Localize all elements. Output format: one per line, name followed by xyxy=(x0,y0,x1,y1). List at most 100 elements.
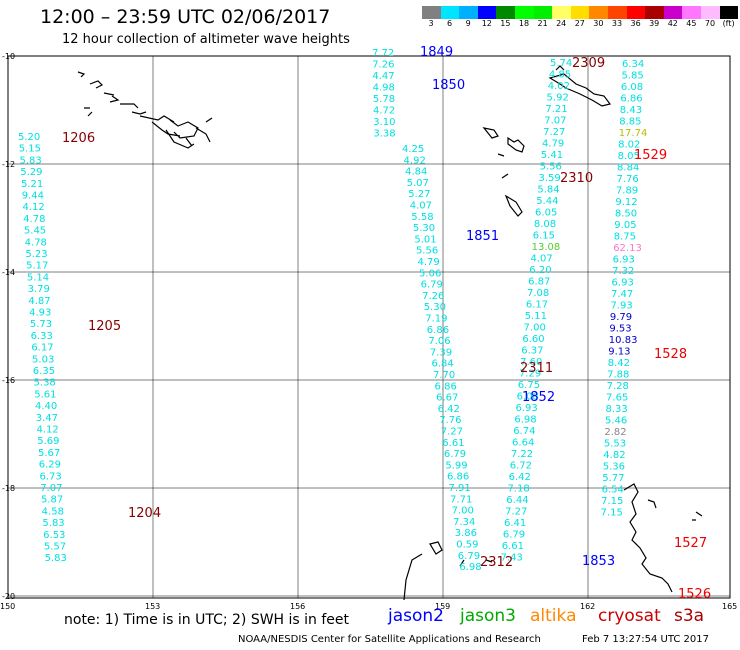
track-id-label: 1850 xyxy=(432,78,465,93)
wave-height-value: 6.86 xyxy=(427,325,449,336)
wave-height-value: 5.27 xyxy=(408,189,430,200)
wave-height-value: 3.86 xyxy=(455,528,477,539)
legend-altika: altika xyxy=(530,606,577,626)
wave-height-value: 8.02 xyxy=(618,140,640,151)
wave-height-value: 6.53 xyxy=(43,530,65,541)
scale-swatch xyxy=(682,6,701,19)
wave-height-value: 6.08 xyxy=(621,82,643,93)
wave-height-value: 6.73 xyxy=(39,471,61,482)
lon-tick-label: 150 xyxy=(0,602,15,611)
wave-height-value: 7.91 xyxy=(449,483,471,494)
wave-height-value: 5.01 xyxy=(414,234,436,245)
wave-height-value: 7.18 xyxy=(507,484,529,495)
wave-height-value: 7.70 xyxy=(433,370,455,381)
wave-height-value: 17.74 xyxy=(619,128,648,139)
wave-height-value: 7.65 xyxy=(606,393,628,404)
wave-height-value: 62.13 xyxy=(613,243,642,254)
wave-height-value: 7.60 xyxy=(520,357,542,368)
wave-height-value: 8.05 xyxy=(618,151,640,162)
wave-height-value: 5.38 xyxy=(34,378,56,389)
wave-height-value: 5.36 xyxy=(603,462,625,473)
wave-height-value: 5.58 xyxy=(411,212,433,223)
wave-height-value: 5.14 xyxy=(27,272,49,283)
lat-tick-label: -18 xyxy=(2,484,15,493)
wave-height-value: 6.93 xyxy=(612,278,634,289)
lon-tick-label: 159 xyxy=(435,602,450,611)
wave-height-value: 7.27 xyxy=(441,427,463,438)
wave-height-value: 7.88 xyxy=(607,370,629,381)
track-values: 5.205.155.835.295.219.444.124.785.454.78… xyxy=(18,48,647,573)
wave-height-value: 6.67 xyxy=(436,393,458,404)
wave-height-value: 6.79 xyxy=(503,530,525,541)
wave-height-value: 8.75 xyxy=(614,232,636,243)
wave-height-value: 5.77 xyxy=(602,473,624,484)
wave-height-value: 5.83 xyxy=(42,518,64,529)
wave-height-value: 4.78 xyxy=(25,237,47,248)
wave-height-value: 5.17 xyxy=(26,261,48,272)
scale-label: 33 xyxy=(611,19,623,28)
wave-height-value: 4.92 xyxy=(404,155,426,166)
scale-swatch xyxy=(663,6,683,19)
track-id-label: 1852 xyxy=(522,390,555,405)
lat-tick-label: -10 xyxy=(2,52,15,61)
legend-jason2: jason2 xyxy=(388,606,444,626)
track-id-label: 1526 xyxy=(678,587,711,602)
wave-height-value: 6.34 xyxy=(622,59,644,70)
scale-label: (ft) xyxy=(722,19,735,28)
track-id-label: 1528 xyxy=(654,347,687,362)
wave-height-value: 7.07 xyxy=(544,116,566,127)
wave-height-value: 5.61 xyxy=(34,389,56,400)
wave-height-value: 6.42 xyxy=(509,472,531,483)
lon-tick-label: 156 xyxy=(290,602,305,611)
wave-height-value: 6.74 xyxy=(513,426,535,437)
wave-height-value: 8.84 xyxy=(617,163,639,174)
wave-height-value: 7.00 xyxy=(452,506,474,517)
scale-swatch xyxy=(626,6,646,19)
scale-label: 70 xyxy=(704,19,716,28)
wave-height-value: 7.00 xyxy=(524,323,546,334)
wave-height-value: 5.41 xyxy=(541,150,563,161)
wave-height-value: 6.75 xyxy=(518,380,540,391)
scale-label: 30 xyxy=(593,19,604,28)
wave-height-value: 7.15 xyxy=(601,508,623,519)
wave-height-value: 7.15 xyxy=(601,496,623,507)
wave-height-value: 9.05 xyxy=(614,220,636,231)
wave-height-value: 4.85 xyxy=(549,70,571,81)
wave-height-value: 5.29 xyxy=(20,167,42,178)
wave-height-value: 5.03 xyxy=(32,354,54,365)
wave-height-value: 9.13 xyxy=(608,347,630,358)
wave-height-value: 7.08 xyxy=(527,288,549,299)
solomon-islands-coast xyxy=(77,71,213,149)
wave-height-value: 7.29 xyxy=(519,369,541,380)
vanuatu-coast xyxy=(623,483,703,593)
wave-height-value: 5.99 xyxy=(445,460,467,471)
wave-height-value: 4.07 xyxy=(530,254,552,265)
wave-height-value: 6.17 xyxy=(526,300,548,311)
wave-height-value: 7.26 xyxy=(372,60,394,71)
wave-height-value: 6.87 xyxy=(528,277,550,288)
legend-jason3: jason3 xyxy=(460,606,516,626)
wave-height-value: 6.41 xyxy=(504,518,526,529)
wave-height-value: 8.85 xyxy=(619,117,641,128)
scale-swatch xyxy=(700,6,720,19)
scale-swatch xyxy=(477,6,497,19)
footer-credit: NOAA/NESDIS Center for Satellite Applica… xyxy=(238,634,541,645)
wave-height-value: 8.33 xyxy=(606,404,628,415)
scale-swatch xyxy=(533,6,553,19)
wave-height-value: 5.85 xyxy=(621,71,643,82)
wave-height-value: 6.44 xyxy=(506,495,528,506)
scale-label: 6 xyxy=(447,19,453,28)
wave-height-value: 7.47 xyxy=(611,289,633,300)
wave-height-value: 9.44 xyxy=(22,191,44,202)
wave-height-value: 5.84 xyxy=(537,185,559,196)
wave-height-value: 4.40 xyxy=(35,401,57,412)
track-id-label: 2312 xyxy=(480,555,513,570)
track-id-label: 1851 xyxy=(466,229,499,244)
wave-height-value: 9.12 xyxy=(615,197,637,208)
wave-height-value: 7.27 xyxy=(543,127,565,138)
scale-label: 27 xyxy=(574,19,585,28)
scale-label: 24 xyxy=(556,19,567,28)
wave-height-value: 5.83 xyxy=(45,553,67,564)
lat-tick-label: -14 xyxy=(2,268,15,277)
